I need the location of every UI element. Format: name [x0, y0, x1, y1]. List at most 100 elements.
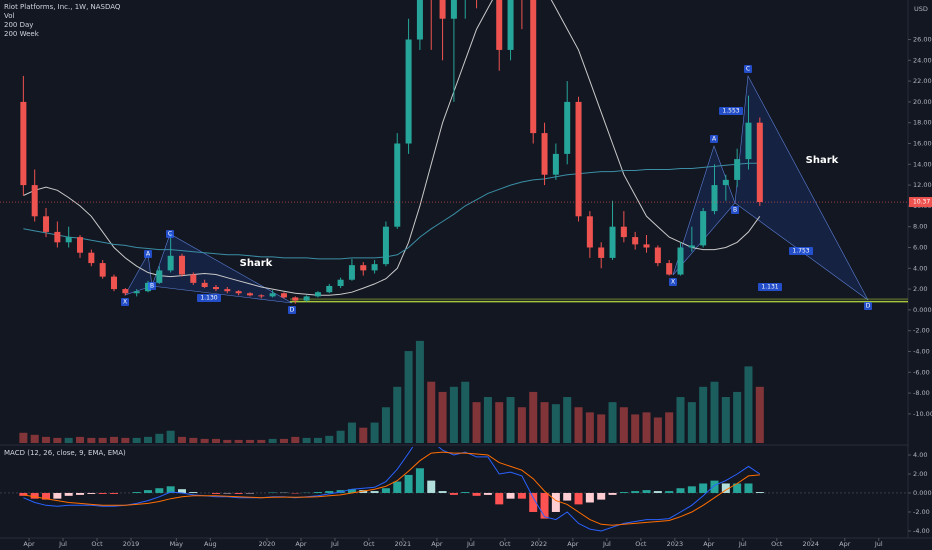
pattern-point-label: A [712, 136, 717, 143]
candle-body [122, 289, 129, 294]
macd-histogram-bar [19, 492, 28, 496]
y-tick-label: 6.00 [913, 243, 927, 251]
candle-body [303, 296, 310, 301]
moving-average [23, 0, 761, 296]
macd-histogram-bar [506, 492, 515, 499]
pattern-point-label: 1.130 [200, 295, 217, 302]
macd-histogram-bar [98, 492, 107, 494]
x-tick-label: Jul [738, 540, 747, 548]
candle-body [31, 185, 38, 217]
x-tick-label: Jul [330, 540, 339, 548]
x-tick-label: 2019 [123, 540, 140, 548]
last-price-tag [909, 197, 932, 208]
macd-line [23, 447, 761, 532]
candle-body [111, 276, 118, 290]
candle-body [575, 101, 582, 217]
candle-body [280, 293, 287, 298]
volume-bar [642, 412, 651, 443]
y-tick-label: 22.00 [913, 77, 932, 85]
candle-body [530, 0, 537, 134]
x-tick-label: 2023 [667, 540, 684, 548]
candle-body [292, 297, 299, 301]
macd-histogram-bar [132, 492, 141, 493]
pattern-point-label: A [146, 251, 151, 258]
volume-bar [245, 439, 254, 443]
macd-histogram-bar [438, 491, 447, 493]
price-pane [0, 0, 908, 443]
macd-histogram-bar [608, 492, 617, 495]
x-tick-label: Apr [23, 540, 35, 548]
macd-histogram-bar [449, 492, 458, 495]
macd-histogram-bar [64, 492, 73, 496]
volume-bar [211, 438, 220, 443]
volume-bar [200, 438, 209, 443]
pattern-point-box [148, 282, 156, 290]
macd-y-tick-label: 2.00 [913, 470, 927, 478]
macd-histogram-bar [597, 492, 606, 500]
macd-histogram-bar [143, 490, 152, 493]
macd-histogram-bar [733, 483, 742, 493]
volume-bar [404, 351, 413, 443]
x-tick-label: Apr [431, 540, 443, 548]
macd-histogram-bar [563, 492, 572, 501]
macd-histogram-bar [699, 483, 708, 493]
volume-bar [143, 436, 152, 443]
y-tick-label: 18.00 [913, 119, 932, 127]
macd-histogram-bar [415, 468, 424, 493]
pattern-point-label: 1.553 [722, 108, 739, 115]
pattern-point-label: C [746, 66, 750, 73]
x-tick-label: 2024 [803, 540, 820, 548]
pattern-point-label: 1.131 [761, 284, 778, 291]
macd-histogram-bar [53, 492, 62, 499]
candle-body [416, 0, 423, 40]
volume-bar [506, 397, 515, 443]
macd-histogram-bar [155, 488, 164, 493]
x-tick-label: 2022 [531, 540, 548, 548]
macd-histogram-bar [744, 483, 753, 493]
volume-bar [76, 436, 85, 443]
candle-body [337, 279, 344, 286]
x-tick-label: Apr [567, 540, 579, 548]
candle-body [734, 159, 741, 180]
candle-body [360, 265, 367, 271]
moving-average [23, 162, 760, 260]
macd-histogram-bar [540, 492, 549, 519]
pattern-point-label: B [733, 207, 737, 214]
macd-label: MACD (12, 26, close, 9, EMA, EMA) [4, 449, 126, 457]
x-tick-label: Oct [91, 540, 103, 548]
candle-body [178, 255, 185, 275]
volume-bar [755, 386, 764, 443]
pattern-label: Shark [240, 258, 273, 269]
candle-body [405, 39, 412, 144]
macd-histogram-bar [42, 492, 51, 500]
candle-body [632, 237, 639, 245]
pattern-point-box [789, 247, 813, 255]
volume-bar [483, 397, 492, 443]
macd-histogram-bar [721, 483, 730, 493]
candle-body [382, 226, 389, 265]
candle-body [643, 244, 650, 248]
pattern-point-box [288, 306, 296, 314]
candle-body [65, 237, 72, 243]
x-tick-label: May [170, 540, 184, 548]
macd-histogram-bar [665, 491, 674, 493]
candle-body [144, 282, 151, 292]
macd-histogram-bar [517, 492, 526, 499]
macd-histogram-bar [393, 481, 402, 493]
volume-bar [597, 414, 606, 443]
macd-histogram-bar [211, 492, 220, 494]
volume-bar [110, 436, 119, 443]
y-tick-label: -2.00 [913, 327, 930, 335]
volume-bar [438, 391, 447, 443]
macd-histogram-bar [404, 474, 413, 493]
candle-body [314, 292, 321, 297]
pattern-point-label: X [671, 279, 675, 286]
candle-body [586, 216, 593, 248]
volume-bar [42, 436, 51, 443]
overlay: 26.00 24.00 22.00 20.00 18.00 16.00 14.00 12.00… [23, 36, 932, 548]
pattern-point-box [710, 135, 718, 143]
volume-bar [495, 402, 504, 443]
candle-body [666, 263, 673, 275]
volume-bar [370, 422, 379, 443]
volume-bar [631, 414, 640, 443]
